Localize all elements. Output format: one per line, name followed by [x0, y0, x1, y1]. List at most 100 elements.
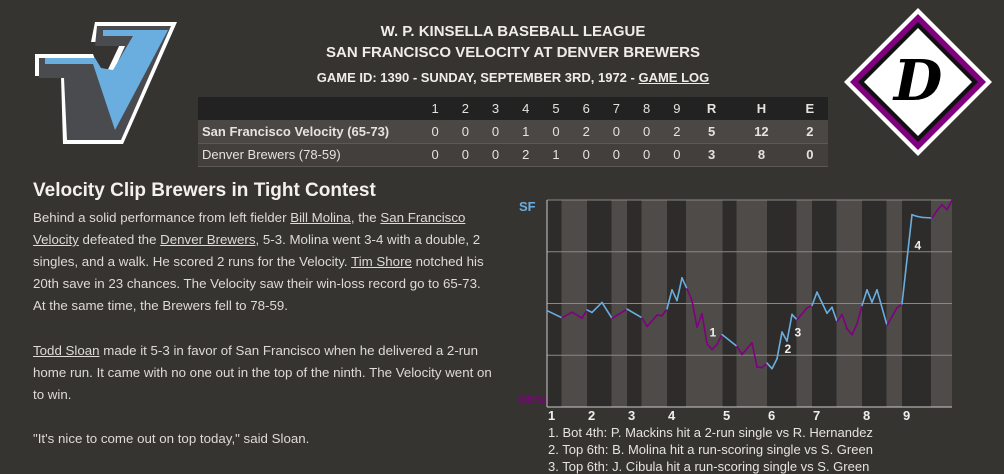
win-probability-segment [946, 199, 953, 211]
win-probability-segment [776, 331, 783, 360]
win-probability-segment [756, 366, 763, 369]
inning-score: 0 [480, 143, 511, 167]
win-probability-segment [791, 313, 798, 321]
article-link[interactable]: Denver Brewers [160, 232, 256, 247]
article-text: made it 5-3 in favor of San Francisco wh… [33, 343, 492, 402]
article-link[interactable]: Bill Molina [290, 210, 351, 225]
win-probability-segment [831, 306, 838, 323]
article-text: , the [350, 210, 381, 225]
win-probability-segment [591, 301, 603, 314]
win-probability-segment [901, 213, 913, 305]
annotation-marker: 3 [795, 326, 802, 340]
column-header-8: 8 [631, 97, 662, 120]
league-name: W. P. KINSELLA BASEBALL LEAGUE [380, 23, 646, 40]
hits: 8 [731, 143, 792, 167]
column-header-4: 4 [510, 97, 541, 120]
win-probability-segment [716, 333, 723, 346]
inning-score: 0 [480, 120, 511, 144]
win-probability-segment [676, 277, 683, 302]
column-header-R: R [691, 97, 732, 120]
game-id-date: GAME ID: 1390 - SUNDAY, SEPTEMBER 3RD, 1… [316, 70, 639, 85]
win-probability-segment [931, 209, 938, 219]
win-probability-segment [801, 307, 808, 315]
win-probability-segment [826, 306, 833, 315]
win-probability-segment [861, 289, 868, 307]
win-probability-segment [941, 203, 948, 211]
win-probability-segment [806, 304, 813, 309]
inning-score: 0 [540, 120, 572, 144]
win-probability-segment [921, 216, 933, 219]
team-row: San Francisco Velocity (65-73) 0 0 0 1 0 2 0 0 2 5… [198, 120, 828, 144]
win-probability-segment [916, 215, 923, 219]
chart-note: 3. Top 6th: J. Cibula hit a run-scoring … [548, 459, 870, 474]
errors: 2 [791, 120, 828, 144]
win-probability-segment [711, 343, 718, 351]
article-paragraph: "It's nice to come out on top today," sa… [33, 428, 493, 450]
win-probability-segment [936, 203, 943, 212]
column-header-6: 6 [571, 97, 602, 120]
article-text: Behind a solid performance from left fie… [33, 210, 291, 225]
article-link[interactable]: Todd Sloan [33, 343, 100, 358]
runs: 3 [691, 143, 732, 167]
article-paragraph: Behind a solid performance from left fie… [33, 207, 493, 317]
win-probability-segment [751, 342, 758, 368]
inning-label: 2 [588, 408, 595, 422]
article-text: "It's nice to come out on top today," sa… [33, 431, 310, 446]
article-paragraph: Todd Sloan made it 5-3 in favor of San F… [33, 340, 493, 406]
brewers-logo: D [844, 8, 992, 156]
win-probability-segment [701, 313, 708, 345]
win-probability-segment [581, 309, 588, 319]
win-probability-segment [841, 313, 848, 330]
column-header-9: 9 [661, 97, 692, 120]
win-probability-segment [601, 301, 613, 320]
hits: 12 [731, 120, 792, 144]
win-probability-segment [856, 304, 863, 325]
top-team-label: SF [519, 199, 536, 214]
errors: 0 [791, 143, 828, 167]
win-probability-segment [646, 314, 658, 328]
bottom-team-label: DEN [518, 392, 545, 407]
chart-note: 2. Top 6th: B. Molina hit a run-scoring … [548, 442, 873, 457]
column-header-5: 5 [540, 97, 572, 120]
team-column-header [198, 97, 420, 120]
win-probability-segment [571, 311, 583, 319]
inning-label: 6 [768, 408, 775, 422]
inning-score: 0 [420, 120, 451, 144]
win-probability-segment [546, 309, 563, 319]
annotation-marker: 2 [785, 342, 792, 356]
game-log-link[interactable]: GAME LOG [638, 70, 710, 85]
inning-score: 0 [601, 143, 632, 167]
win-probability-segment [586, 309, 593, 314]
inning-score: 0 [450, 143, 481, 167]
inning-score: 0 [571, 143, 602, 167]
win-probability-segment [816, 291, 828, 315]
column-header-E: E [791, 97, 828, 120]
article-link[interactable]: Tim Shore [351, 254, 412, 269]
win-probability-segment [781, 331, 788, 342]
win-probability-segment [851, 322, 858, 336]
win-probability-segment [561, 311, 573, 319]
inning-label: 5 [723, 408, 730, 422]
win-probability-segment [811, 291, 818, 307]
column-header-1: 1 [420, 97, 451, 120]
win-probability-segment [621, 308, 628, 313]
win-probability-segment [736, 345, 743, 356]
win-probability-segment [686, 288, 693, 302]
win-probability-segment [871, 289, 878, 304]
win-probability-segment [691, 299, 698, 328]
article-link[interactable]: San Francisco Velocity [33, 210, 466, 247]
win-probability-segment [741, 342, 753, 356]
column-header-7: 7 [601, 97, 632, 120]
inning-score: 0 [450, 120, 481, 144]
team-name: Denver Brewers (78-59) [198, 143, 420, 167]
win-probability-segment [846, 327, 853, 336]
win-probability-segment [796, 313, 803, 321]
inning-score: 1 [510, 120, 541, 144]
win-probability-segment [626, 308, 643, 319]
inning-label: 3 [628, 408, 635, 422]
inning-score: 0 [420, 143, 451, 167]
win-probability-segment [761, 362, 768, 369]
